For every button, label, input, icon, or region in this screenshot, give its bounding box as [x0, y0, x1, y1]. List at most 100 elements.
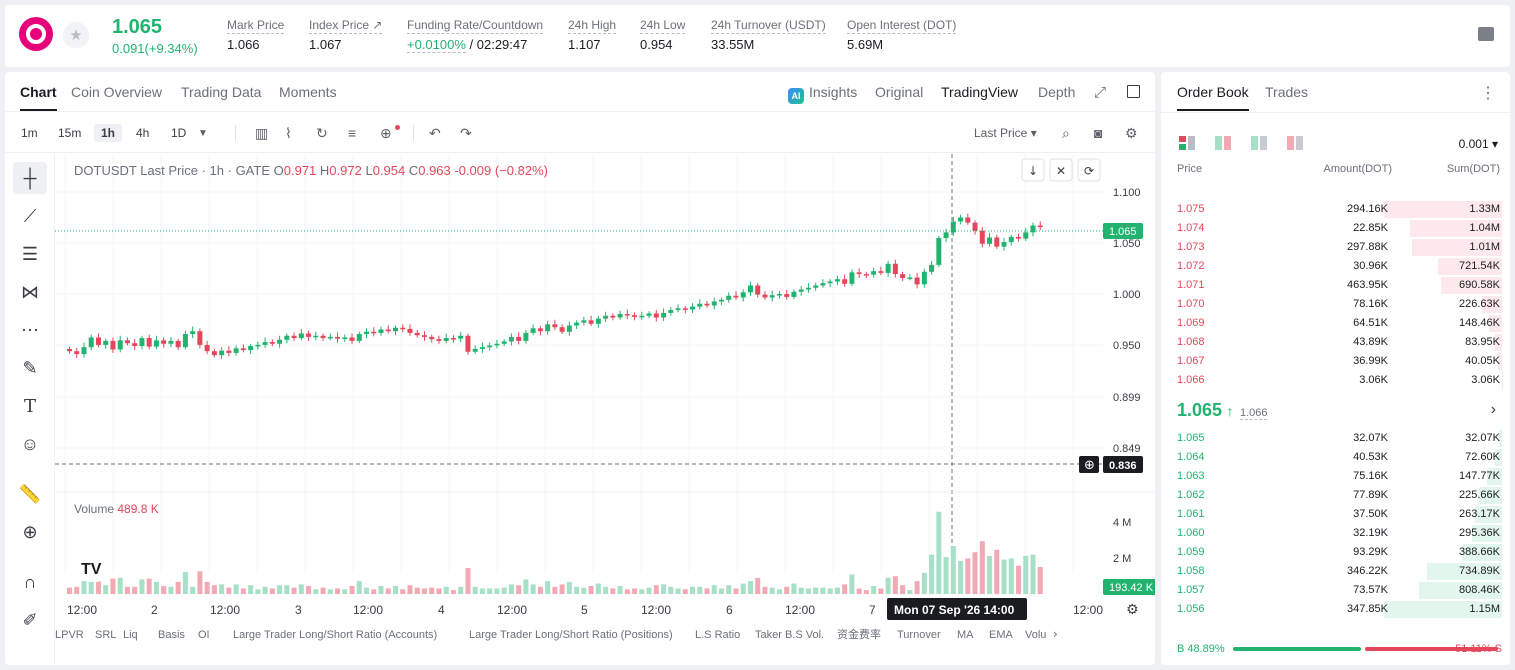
template-icon[interactable]: ≡ — [348, 125, 357, 141]
indicator-chip[interactable]: LPVR — [55, 629, 84, 641]
expand-icon[interactable]: ⤢ — [1094, 84, 1107, 101]
layout-split-icon[interactable] — [1215, 136, 1231, 150]
indicator-chip[interactable]: Large Trader Long/Short Ratio (Positions… — [469, 629, 673, 641]
tf-1m[interactable]: 1m — [21, 126, 38, 140]
stat-24h-high: 24h High 1.107 — [568, 18, 617, 52]
redo-icon[interactable]: ↷ — [460, 125, 472, 141]
layout-bids-icon[interactable] — [1251, 136, 1267, 150]
add-indicator-icon[interactable]: ⊕ — [380, 125, 392, 141]
layout-both-icon[interactable] — [1179, 136, 1195, 150]
ruler-icon[interactable]: 📏 — [18, 483, 42, 504]
magnet-icon[interactable]: ∩ — [23, 571, 37, 592]
ask-row[interactable]: 1.075 294.16K 1.33M — [1161, 200, 1510, 219]
bid-row[interactable]: 1.065 32.07K 32.07K — [1161, 429, 1510, 448]
view-tradingview[interactable]: TradingView — [941, 84, 1019, 100]
more-vertical-icon[interactable]: ⋮ — [1480, 85, 1496, 102]
bid-row[interactable]: 1.064 40.53K 72.60K — [1161, 448, 1510, 467]
indicator-chip[interactable]: SRL — [95, 629, 116, 641]
candle-body — [320, 335, 326, 339]
zoom-in-icon[interactable]: ⊕ — [22, 521, 38, 542]
crosshair-icon[interactable]: ┼ — [13, 162, 47, 194]
chevron-down-icon[interactable]: ▼ — [198, 128, 208, 139]
favorite-star-icon[interactable]: ★ — [63, 22, 89, 48]
depth-bar — [1419, 582, 1502, 599]
ask-row[interactable]: 1.068 43.89K 83.95K — [1161, 333, 1510, 352]
insights-button[interactable]: AI Insights — [788, 84, 857, 104]
indicator-chip[interactable]: Liq — [123, 629, 138, 641]
tab-chart[interactable]: Chart — [20, 84, 57, 111]
bid-row[interactable]: 1.058 346.22K 734.89K — [1161, 562, 1510, 581]
tf-15m[interactable]: 15m — [58, 126, 82, 140]
ask-row[interactable]: 1.073 297.88K 1.01M — [1161, 238, 1510, 257]
horizontal-lines-icon[interactable]: ☰ — [21, 243, 39, 264]
candle-body — [393, 327, 398, 332]
stat-index-price[interactable]: Index Price ↗ 1.067 — [309, 18, 383, 52]
ask-row[interactable]: 1.066 3.06K 3.06K — [1161, 371, 1510, 390]
chevron-right-icon[interactable]: › — [1053, 627, 1058, 641]
divider — [413, 125, 414, 141]
undo-icon[interactable]: ↶ — [429, 125, 441, 141]
ask-row[interactable]: 1.074 22.85K 1.04M — [1161, 219, 1510, 238]
tab-trades[interactable]: Trades — [1265, 84, 1309, 100]
chevron-right-icon[interactable]: › — [1490, 401, 1496, 418]
candle-type-icon[interactable]: ▥ — [255, 125, 269, 141]
tf-1d[interactable]: 1D — [171, 126, 187, 140]
indicator-chip[interactable]: Large Trader Long/Short Ratio (Accounts) — [233, 629, 437, 641]
indicator-chip[interactable]: Volu — [1025, 629, 1046, 641]
bid-row[interactable]: 1.059 93.29K 388.66K — [1161, 543, 1510, 562]
ask-row[interactable]: 1.072 30.96K 721.54K — [1161, 257, 1510, 276]
compare-icon[interactable]: ↻ — [316, 125, 328, 141]
emoji-icon[interactable]: ☺ — [20, 433, 40, 454]
tab-trading-data[interactable]: Trading Data — [181, 84, 262, 100]
fullscreen-icon[interactable] — [1127, 85, 1140, 98]
price-type-select[interactable]: Last Price ▾ — [974, 126, 1037, 140]
view-original[interactable]: Original — [875, 84, 924, 100]
tf-4h[interactable]: 4h — [136, 126, 150, 140]
indicator-chip[interactable]: OI — [198, 629, 210, 641]
pencil-icon[interactable]: ✐ — [22, 609, 38, 630]
bid-row[interactable]: 1.062 77.89K 225.66K — [1161, 486, 1510, 505]
tab-coin-overview[interactable]: Coin Overview — [71, 84, 163, 100]
indicator-chip[interactable]: Turnover — [897, 629, 941, 641]
bid-row[interactable]: 1.063 75.16K 147.77K — [1161, 467, 1510, 486]
price-chart[interactable]: 1.100 1.050 1.000 0.950 0.899 0.849 1.065 0.836… — [55, 154, 1155, 664]
book-icon[interactable] — [1478, 27, 1494, 41]
gear-icon[interactable]: ⚙ — [1125, 125, 1138, 141]
bid-row[interactable]: 1.057 73.57K 808.46K — [1161, 581, 1510, 600]
brush-icon[interactable]: ✎ — [22, 357, 38, 378]
ask-amount: 22.85K — [1353, 222, 1388, 234]
pattern-icon[interactable]: ⋈ — [21, 281, 39, 302]
ask-row[interactable]: 1.069 64.51K 148.46K — [1161, 314, 1510, 333]
indicator-chip[interactable]: L.S Ratio — [695, 629, 740, 641]
bid-amount: 93.29K — [1353, 546, 1388, 558]
precision-select[interactable]: 0.001 ▾ — [1458, 137, 1498, 151]
indicator-icon[interactable]: ⌇ — [285, 125, 292, 141]
indicator-chip[interactable]: MA — [957, 629, 974, 641]
trendline-icon[interactable]: ⟋ — [23, 205, 37, 226]
ask-row[interactable]: 1.071 463.95K 690.58K — [1161, 276, 1510, 295]
search-icon[interactable]: ⌕ — [1062, 125, 1070, 141]
text-icon[interactable]: T — [23, 395, 36, 417]
volume-bar — [755, 577, 761, 594]
ask-sum: 721.54K — [1459, 260, 1500, 272]
mid-price-row[interactable]: 1.065 ↑ 1.066 — [1177, 400, 1268, 421]
indicator-chip[interactable]: Taker B.S Vol. — [755, 629, 824, 641]
bid-row[interactable]: 1.061 37.50K 263.17K — [1161, 505, 1510, 524]
ask-row[interactable]: 1.067 36.99K 40.05K — [1161, 352, 1510, 371]
candle-body — [878, 271, 884, 273]
tab-moments[interactable]: Moments — [279, 84, 337, 100]
candle-body — [885, 263, 891, 273]
ask-row[interactable]: 1.070 78.16K 226.63K — [1161, 295, 1510, 314]
tf-1h[interactable]: 1h — [94, 124, 123, 142]
candle-body — [682, 308, 688, 310]
view-depth[interactable]: Depth — [1038, 84, 1076, 100]
camera-icon[interactable]: ◙ — [1094, 125, 1103, 141]
indicator-chip[interactable]: EMA — [989, 629, 1014, 641]
bid-row[interactable]: 1.056 347.85K 1.15M — [1161, 600, 1510, 619]
indicator-chip[interactable]: Basis — [158, 629, 185, 641]
fib-icon[interactable]: ⋯ — [21, 319, 39, 340]
tab-order-book[interactable]: Order Book — [1177, 84, 1249, 111]
layout-asks-icon[interactable] — [1287, 136, 1303, 150]
indicator-chip[interactable]: 资金费率 — [837, 627, 881, 641]
bid-row[interactable]: 1.060 32.19K 295.36K — [1161, 524, 1510, 543]
